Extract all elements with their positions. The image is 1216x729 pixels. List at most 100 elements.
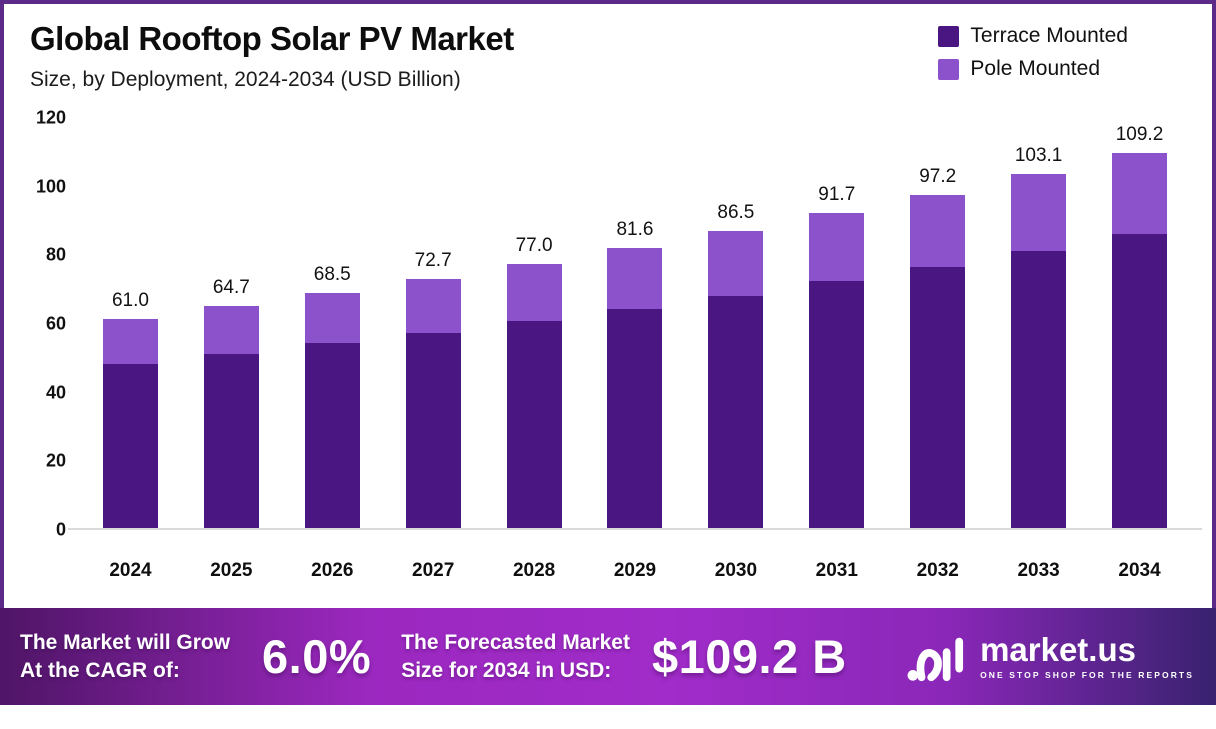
plot-area: 61.0 64.7 68.5 72.7 77.0 81.6 86.5 91.7 97.2 103.… (68, 116, 1202, 530)
bar-stack (708, 231, 764, 528)
legend: Terrace Mounted Pole Mounted (938, 24, 1128, 81)
legend-swatch-icon (938, 58, 960, 80)
header: Global Rooftop Solar PV Market Size, by … (4, 4, 1212, 92)
x-axis-labels: 2024 2025 2026 2027 2028 2029 2030 2031 2032 2033… (68, 548, 1202, 582)
title-block: Global Rooftop Solar PV Market Size, by … (30, 20, 514, 92)
cagr-blurb-line1: The Market will Grow (20, 631, 231, 655)
y-axis: 0 20 40 60 80 100 120 (14, 108, 66, 540)
y-tick-label: 60 (45, 313, 66, 334)
page-title: Global Rooftop Solar PV Market (30, 20, 514, 57)
bar-stack (304, 293, 360, 528)
forecast-value: $109.2 B (651, 630, 847, 683)
bar-total-label: 61.0 (111, 290, 149, 311)
cagr-blurb: The Market will Grow At the CAGR of: (20, 629, 230, 684)
stacked-bar-chart: 0 20 40 60 80 100 120 61.0 64.7 68.5 72.7 77.0 81.6… (4, 108, 1212, 582)
bar-total-label: 81.6 (616, 219, 654, 240)
bar-segment-pole-mounted (1112, 153, 1168, 234)
cagr-value: 6.0% (262, 630, 372, 683)
x-axis-label: 2028 (512, 560, 556, 581)
marketus-logo-mark-icon (907, 637, 964, 681)
marketus-logo-name: market.us (980, 631, 1136, 668)
stats-banner: The Market will Grow At the CAGR of: 6.0… (0, 608, 1216, 705)
bar-segment-pole-mounted (304, 293, 360, 343)
forecast-blurb-line2: Size for 2034 in USD: (401, 658, 612, 682)
bar-segment-pole-mounted (809, 213, 865, 281)
bar-column-2033: 103.1 (988, 116, 1089, 528)
bar-segment-terrace-mounted (809, 281, 865, 528)
bar-total-label: 77.0 (515, 235, 553, 256)
marketus-logo-text: market.us ONE STOP SHOP FOR THE REPORTS (980, 633, 1194, 680)
bar-segment-terrace-mounted (910, 267, 966, 528)
y-tick-label: 120 (35, 107, 66, 128)
bar-column-2026: 68.5 (282, 116, 383, 528)
x-axis-label: 2033 (1017, 560, 1060, 581)
bar-segment-terrace-mounted (708, 296, 764, 528)
y-tick-label: 100 (35, 176, 66, 197)
cagr-blurb-line2: At the CAGR of: (20, 658, 180, 682)
marketus-logo: market.us ONE STOP SHOP FOR THE REPORTS (906, 629, 1194, 685)
y-tick-label: 0 (55, 519, 66, 540)
x-axis-label: 2034 (1118, 560, 1161, 581)
bar-stack (1011, 174, 1067, 528)
y-tick-label: 20 (45, 450, 66, 471)
bar-stack (1112, 153, 1168, 528)
bar-total-label: 86.5 (717, 202, 755, 223)
bar-segment-terrace-mounted (607, 309, 663, 528)
x-axis-label: 2024 (109, 560, 152, 581)
bar-segment-terrace-mounted (1011, 251, 1067, 528)
y-tick-label: 40 (45, 382, 66, 403)
forecast-blurb-line1: The Forecasted Market (401, 631, 630, 655)
bar-column-2032: 97.2 (887, 116, 988, 528)
legend-item-0: Terrace Mounted (938, 24, 1128, 48)
legend-swatch-icon (938, 25, 960, 47)
bar-segment-terrace-mounted (1112, 234, 1168, 528)
bar-column-2025: 64.7 (181, 116, 282, 528)
bar-segment-pole-mounted (203, 306, 259, 354)
x-axis-label: 2029 (613, 560, 657, 581)
bar-stack (607, 248, 663, 528)
bar-column-2029: 81.6 (585, 116, 686, 528)
bar-column-2024: 61.0 (80, 116, 181, 528)
y-tick-label: 80 (45, 244, 66, 265)
x-axis-label: 2025 (210, 560, 253, 581)
x-axis-label: 2031 (815, 560, 858, 581)
bar-column-2031: 91.7 (786, 116, 887, 528)
bottom-white-strip (0, 705, 1216, 729)
bar-stack (910, 195, 966, 528)
bar-stack (506, 264, 562, 528)
x-axis-label: 2032 (916, 560, 959, 581)
bar-segment-pole-mounted (607, 248, 663, 309)
bar-segment-terrace-mounted (506, 321, 562, 528)
bar-segment-terrace-mounted (102, 364, 158, 528)
bar-segment-terrace-mounted (203, 354, 259, 528)
bar-segment-pole-mounted (506, 264, 562, 321)
bar-total-label: 97.2 (919, 166, 957, 187)
bar-total-label: 64.7 (212, 277, 250, 298)
bar-total-label: 68.5 (313, 264, 351, 285)
bar-segment-pole-mounted (1011, 174, 1067, 251)
page-subtitle: Size, by Deployment, 2024-2034 (USD Bill… (30, 68, 461, 91)
bar-stack (405, 279, 461, 528)
bar-stack (203, 306, 259, 528)
bar-total-label: 91.7 (818, 184, 856, 205)
bar-stack (809, 213, 865, 528)
legend-item-1: Pole Mounted (938, 57, 1128, 81)
bar-segment-pole-mounted (405, 279, 461, 333)
bar-column-2030: 86.5 (685, 116, 786, 528)
bar-segment-pole-mounted (102, 319, 158, 364)
x-axis-label: 2027 (412, 560, 455, 581)
bar-column-2027: 72.7 (383, 116, 484, 528)
bar-segment-terrace-mounted (304, 343, 360, 528)
forecast-blurb: The Forecasted Market Size for 2034 in U… (401, 629, 630, 684)
bar-total-label: 103.1 (1014, 145, 1063, 166)
bar-total-label: 109.2 (1115, 124, 1164, 145)
x-axis-label: 2030 (714, 560, 758, 581)
bar-segment-terrace-mounted (405, 333, 461, 528)
bar-total-label: 72.7 (414, 250, 452, 271)
marketus-logo-tagline: ONE STOP SHOP FOR THE REPORTS (980, 670, 1194, 680)
legend-label: Terrace Mounted (970, 24, 1128, 47)
legend-label: Pole Mounted (970, 57, 1100, 80)
bar-column-2034: 109.2 (1089, 116, 1190, 528)
bar-segment-pole-mounted (910, 195, 966, 267)
